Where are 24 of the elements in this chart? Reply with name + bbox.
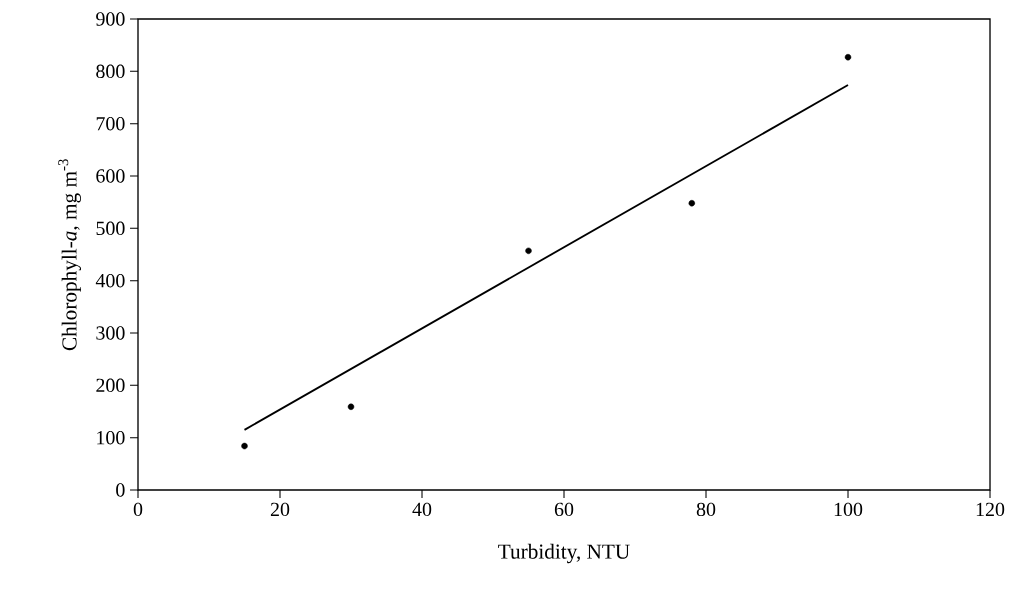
x-tick-label: 100 (834, 502, 863, 517)
point (241, 442, 248, 450)
y-tick-label: 0 (116, 483, 125, 497)
y-tick-label: 200 (96, 378, 125, 393)
y-tick-label: 300 (96, 326, 125, 340)
y-tick-label: 100 (97, 430, 125, 445)
x-tick-label: 60 (554, 502, 574, 517)
x-tick-label: 20 (270, 502, 290, 517)
x-tick-label: 120 (976, 502, 1005, 517)
y-tick-label: 800 (96, 64, 125, 79)
x-tick-label: 80 (696, 502, 716, 517)
y-tick-label: 700 (96, 116, 125, 131)
x-tick-label: 0 (133, 502, 143, 517)
point (347, 403, 355, 410)
y-tick-label: 400 (95, 273, 125, 288)
x-tick-label: 40 (412, 502, 432, 517)
point (844, 54, 852, 61)
point (688, 200, 695, 207)
y-tick-label: 900 (96, 12, 125, 26)
x-axis-title: Turbidity, NTU (498, 543, 630, 564)
y-tick-label: 500 (96, 221, 125, 236)
y-tick-label: 600 (96, 169, 125, 183)
y-axis-title: Chlorophyll-a, mg m$^{-3}$ (58, 159, 82, 351)
point (525, 247, 532, 255)
